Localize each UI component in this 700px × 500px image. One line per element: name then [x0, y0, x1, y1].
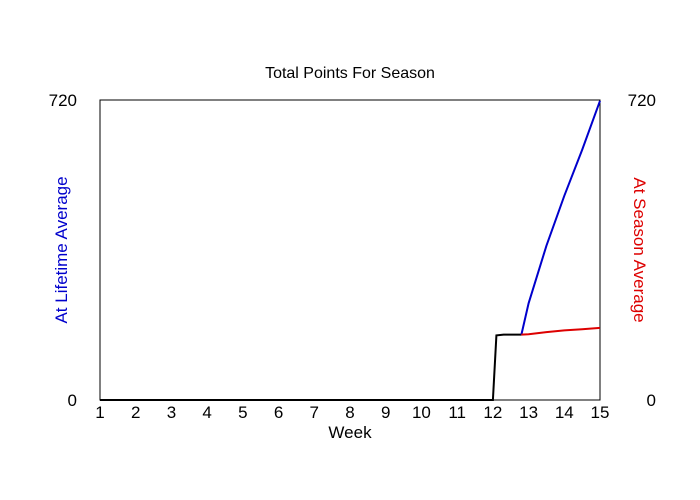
y-tick-label-right: 0: [647, 391, 656, 410]
y-axis-label-left: At Lifetime Average: [52, 176, 71, 323]
x-tick-label: 5: [238, 403, 247, 422]
x-tick-label: 14: [555, 403, 574, 422]
y-tick-label-left: 0: [68, 391, 77, 410]
chart-title: Total Points For Season: [265, 65, 435, 82]
y-tick-label-left: 720: [49, 91, 77, 110]
plot-area: [99, 99, 601, 401]
x-tick-label: 6: [274, 403, 283, 422]
y-tick-labels: 0 720 0 720: [49, 91, 656, 410]
y-axis-label-right: At Season Average: [630, 177, 649, 322]
x-tick-label: 8: [345, 403, 354, 422]
x-tick-label: 9: [381, 403, 390, 422]
series-lines: [100, 100, 601, 401]
series-line-2: [520, 100, 601, 335]
x-tick-label: 15: [591, 403, 610, 422]
x-axis-label: Week: [328, 423, 372, 442]
x-tick-label: 10: [412, 403, 431, 422]
series-line-1: [100, 333, 522, 401]
x-tick-label: 1: [95, 403, 104, 422]
x-tick-label: 13: [519, 403, 538, 422]
x-tick-label: 3: [167, 403, 176, 422]
x-tick-label: 7: [310, 403, 319, 422]
x-tick-label: 12: [483, 403, 502, 422]
x-tick-labels: 1 2 3 4 5 6 7 8 9 10 11 12 13 14 15: [95, 403, 609, 422]
y-tick-label-right: 720: [628, 91, 656, 110]
series-line-3: [521, 326, 601, 336]
x-tick-label: 4: [202, 403, 211, 422]
x-tick-label: 11: [448, 403, 466, 422]
x-tick-label: 2: [131, 403, 140, 422]
